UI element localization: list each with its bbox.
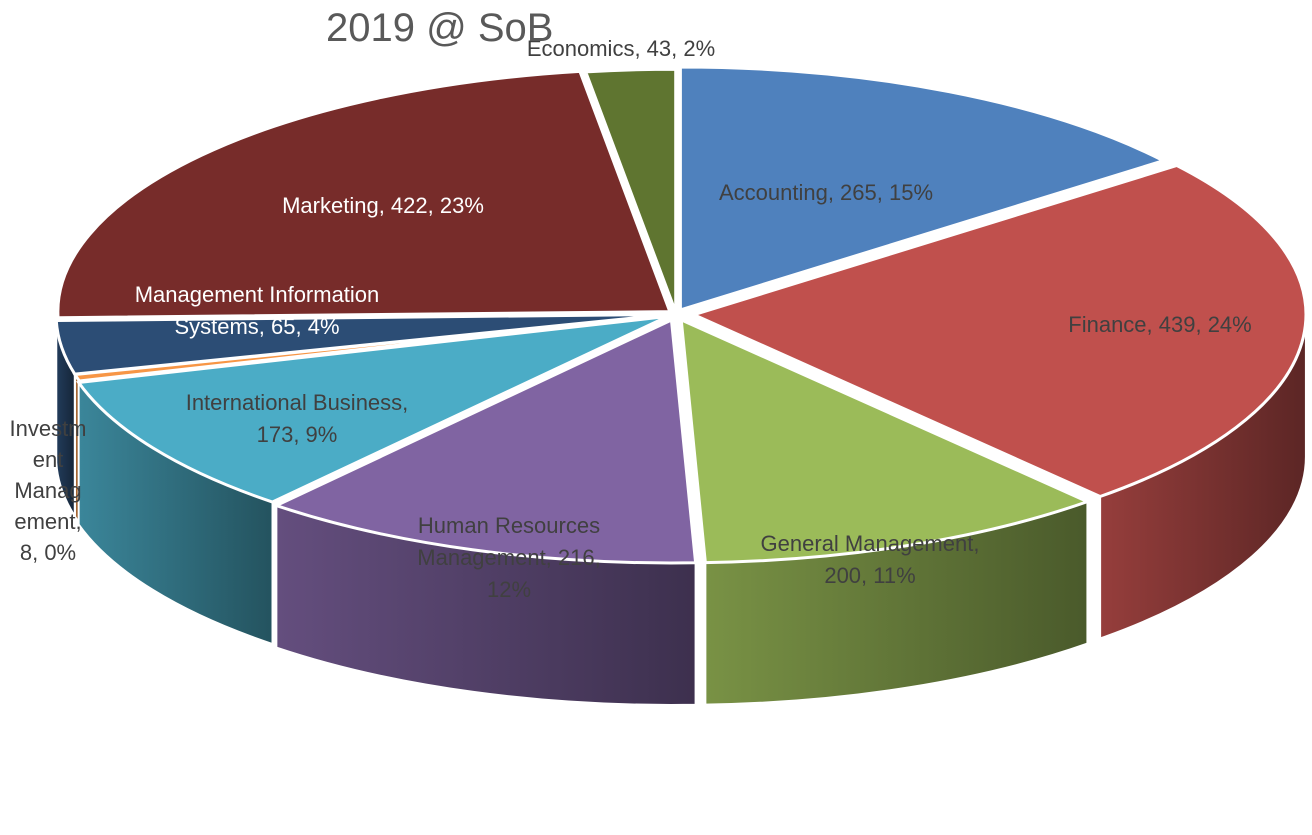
slice-finance <box>689 163 1308 499</box>
slice-management-information-systems <box>54 312 669 376</box>
slice-marketing <box>56 69 673 320</box>
data-label-general-management: General Management, 200, 11% <box>761 531 980 588</box>
slice-general-management <box>679 317 1092 565</box>
data-label-economics: Economics, 43, 2% <box>527 36 715 61</box>
chart-title: 2019 @ SoB <box>326 6 554 50</box>
slice-human-resources-management <box>272 317 698 565</box>
pie-sides <box>55 311 1307 706</box>
data-labels: Accounting, 265, 15% Finance, 439, 24% Gen… <box>9 36 1251 602</box>
data-label-marketing: Marketing, 422, 23% <box>282 193 484 218</box>
pie-slices <box>54 65 1308 565</box>
slice-accounting <box>678 65 1168 312</box>
data-label-human-resources-management: Human Resources Management, 216, 12% <box>417 513 600 602</box>
data-label-international-business: International Business, 173, 9% <box>186 390 409 447</box>
slice-economics <box>583 67 678 313</box>
data-label-investment-management: Investm ent Manag ement, 8, 0% <box>9 416 86 565</box>
slice-international-business <box>75 314 669 504</box>
data-label-accounting: Accounting, 265, 15% <box>719 180 933 205</box>
data-label-management-information-systems: Management Information Systems, 65, 4% <box>135 282 380 339</box>
data-label-finance: Finance, 439, 24% <box>1068 312 1251 337</box>
